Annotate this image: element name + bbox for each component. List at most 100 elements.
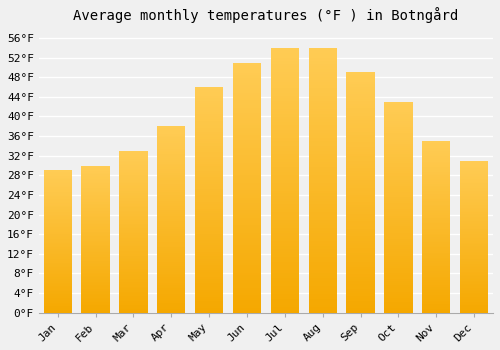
Bar: [346, 140, 375, 142]
Bar: [195, 144, 224, 146]
Bar: [119, 243, 148, 245]
Bar: [195, 261, 224, 263]
Bar: [44, 170, 72, 172]
Bar: [346, 128, 375, 130]
Bar: [422, 204, 450, 206]
Bar: [82, 208, 110, 210]
Bar: [346, 214, 375, 217]
Bar: [233, 85, 261, 88]
Bar: [460, 224, 488, 226]
Bar: [422, 194, 450, 196]
Bar: [270, 231, 299, 233]
Bar: [44, 293, 72, 294]
Bar: [346, 137, 375, 140]
Bar: [195, 299, 224, 301]
Bar: [119, 209, 148, 211]
Bar: [82, 233, 110, 235]
Bar: [82, 286, 110, 288]
Bar: [82, 292, 110, 294]
Bar: [460, 208, 488, 209]
Bar: [44, 192, 72, 193]
Bar: [195, 240, 224, 243]
Bar: [119, 183, 148, 185]
Bar: [233, 210, 261, 212]
Bar: [82, 280, 110, 282]
Bar: [119, 170, 148, 172]
Bar: [119, 185, 148, 187]
Bar: [82, 210, 110, 211]
Bar: [195, 236, 224, 238]
Bar: [422, 167, 450, 168]
Bar: [308, 140, 337, 143]
Bar: [82, 260, 110, 261]
Bar: [233, 310, 261, 313]
Bar: [157, 204, 186, 206]
Bar: [346, 173, 375, 176]
Bar: [270, 252, 299, 254]
Bar: [157, 149, 186, 150]
Bar: [119, 227, 148, 229]
Bar: [384, 209, 412, 211]
Bar: [82, 302, 110, 304]
Bar: [308, 156, 337, 159]
Bar: [157, 285, 186, 287]
Bar: [82, 240, 110, 242]
Bar: [460, 307, 488, 308]
Bar: [346, 195, 375, 197]
Bar: [460, 165, 488, 167]
Bar: [384, 150, 412, 152]
Bar: [157, 300, 186, 301]
Bar: [195, 137, 224, 139]
Bar: [44, 179, 72, 180]
Bar: [82, 232, 110, 233]
Bar: [195, 175, 224, 177]
Bar: [157, 234, 186, 236]
Bar: [346, 181, 375, 183]
Bar: [119, 308, 148, 309]
Bar: [119, 153, 148, 154]
Bar: [384, 250, 412, 252]
Bar: [308, 98, 337, 101]
Bar: [82, 295, 110, 296]
Bar: [119, 288, 148, 290]
Bar: [384, 102, 412, 104]
Bar: [346, 130, 375, 132]
Bar: [119, 303, 148, 304]
Bar: [233, 285, 261, 288]
Bar: [233, 113, 261, 115]
Bar: [422, 218, 450, 220]
Bar: [346, 257, 375, 260]
Bar: [422, 236, 450, 237]
Bar: [384, 108, 412, 110]
Bar: [422, 168, 450, 170]
Bar: [157, 259, 186, 260]
Bar: [157, 188, 186, 190]
Bar: [157, 272, 186, 273]
Bar: [270, 286, 299, 289]
Bar: [384, 289, 412, 292]
Bar: [422, 246, 450, 247]
Bar: [460, 176, 488, 177]
Bar: [119, 166, 148, 167]
Bar: [308, 207, 337, 209]
Bar: [82, 227, 110, 229]
Bar: [157, 266, 186, 268]
Bar: [195, 290, 224, 292]
Bar: [44, 299, 72, 300]
Bar: [44, 267, 72, 268]
Bar: [460, 217, 488, 218]
Bar: [119, 217, 148, 219]
Bar: [157, 212, 186, 214]
Bar: [157, 184, 186, 186]
Bar: [195, 295, 224, 297]
Bar: [233, 63, 261, 65]
Bar: [346, 260, 375, 262]
Bar: [119, 225, 148, 227]
Bar: [384, 121, 412, 123]
Bar: [195, 243, 224, 245]
Bar: [82, 248, 110, 250]
Bar: [346, 89, 375, 92]
Bar: [119, 261, 148, 262]
Bar: [308, 53, 337, 56]
Bar: [270, 109, 299, 111]
